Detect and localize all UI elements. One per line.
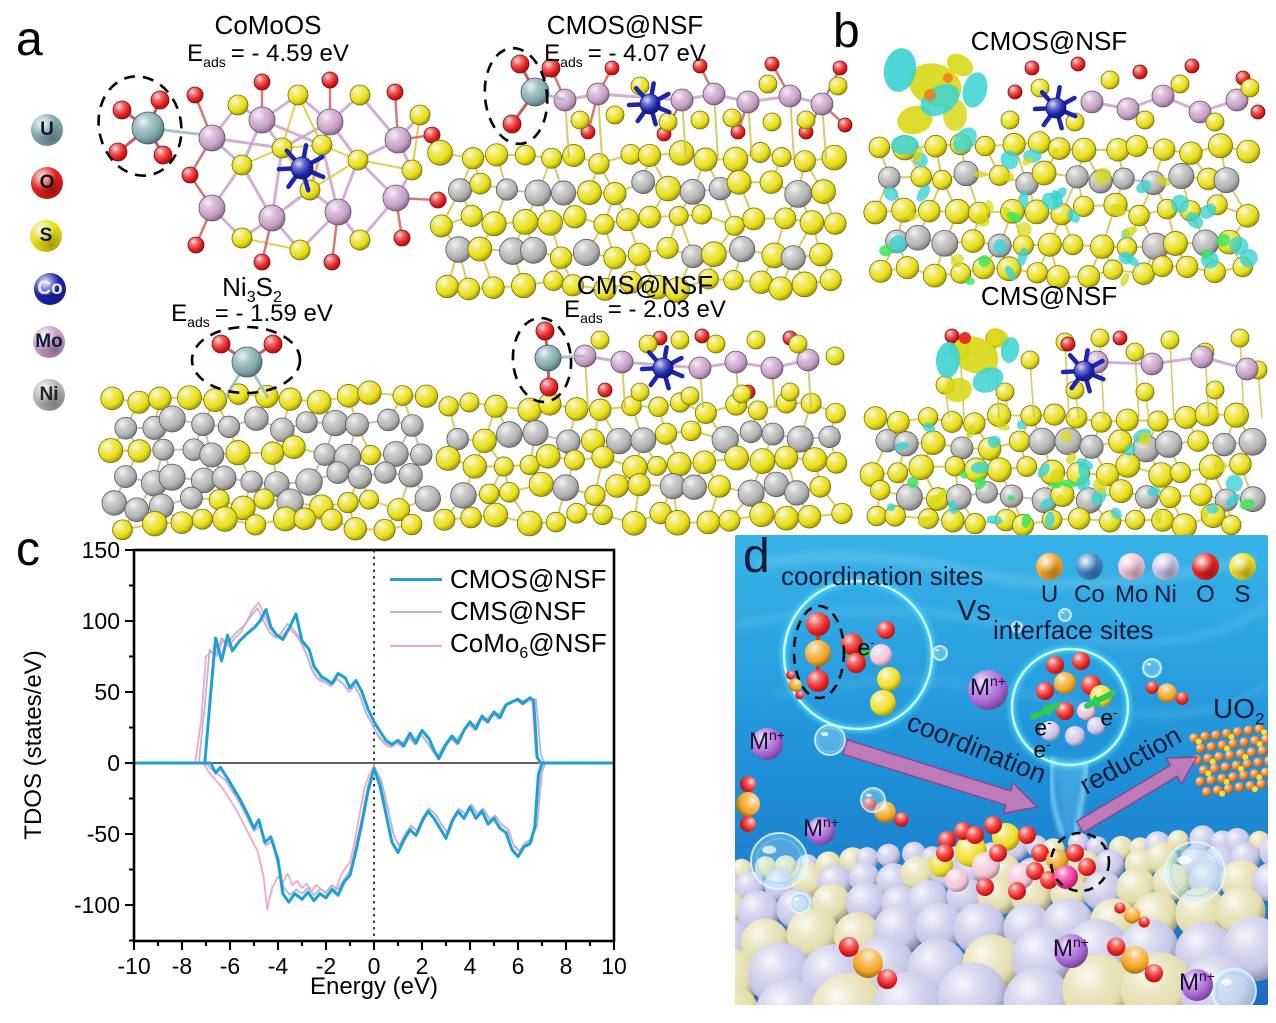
metal-ion-label: Mn+ bbox=[1053, 934, 1089, 963]
coordination-sites-label: coordination sites bbox=[781, 561, 984, 591]
tdos-chart: -10 -8 -6 -4 -2 0 2 4 6 8 10 -100 -50 0 50 100 150 bbox=[74, 537, 627, 979]
y-axis-label: TDOS (states/eV) bbox=[20, 650, 47, 840]
o-sphere-icon bbox=[1192, 553, 1219, 580]
panel-c-label: c bbox=[16, 523, 40, 576]
como6-legend-label: CoMo6@NSF bbox=[450, 628, 607, 663]
comoos-eads: Eads = - 4.59 eV bbox=[187, 40, 349, 70]
svg-text:2: 2 bbox=[416, 953, 429, 979]
cms-legend-line-icon bbox=[390, 610, 442, 613]
svg-text:0: 0 bbox=[368, 953, 381, 979]
svg-text:8: 8 bbox=[560, 953, 573, 979]
interface-sites-label: interface sites bbox=[993, 615, 1154, 645]
cms-nsf-eads: Eads = - 2.03 eV bbox=[564, 296, 726, 326]
u-sphere-icon bbox=[1036, 553, 1063, 580]
mo-sphere-icon bbox=[1118, 553, 1146, 580]
atom-legend-item-S: S bbox=[30, 220, 62, 252]
metal-ion-label: Mn+ bbox=[803, 814, 839, 843]
cmos-legend-line-icon bbox=[390, 578, 442, 581]
b-cms-title: CMS@NSF bbox=[980, 281, 1118, 311]
d-legend-item-Mo: Mo bbox=[1115, 553, 1148, 609]
atom-legend-item-U: U bbox=[31, 114, 63, 146]
svg-text:-6: -6 bbox=[220, 953, 240, 979]
chart-legend-item-como6: CoMo6@NSF bbox=[390, 628, 607, 663]
panel-d-label: d bbox=[743, 535, 770, 583]
svg-text:-50: -50 bbox=[87, 821, 120, 847]
svg-text:-10: -10 bbox=[117, 953, 150, 979]
ni-sphere-icon bbox=[1152, 553, 1179, 580]
electron-label: e- bbox=[1033, 736, 1051, 763]
svg-text:0: 0 bbox=[107, 750, 120, 776]
chart-legend-item-cmos: CMOS@NSF bbox=[390, 564, 606, 595]
panel-d-mechanism: d coordination sites Vs interface sites … bbox=[735, 535, 1268, 1005]
nickel-atom-icon: Ni bbox=[33, 379, 65, 411]
s-sphere-icon bbox=[1229, 553, 1256, 580]
comoos-title: CoMoOS bbox=[214, 10, 322, 40]
b-cmos-title: CMOS@NSF bbox=[970, 26, 1128, 56]
d-legend-item-S: S bbox=[1229, 553, 1256, 609]
svg-text:-2: -2 bbox=[316, 953, 336, 979]
svg-text:150: 150 bbox=[82, 537, 120, 563]
molybdenum-atom-icon: Mo bbox=[33, 326, 65, 358]
uranium-atom-icon: U bbox=[31, 114, 63, 146]
chart-legend-item-cms: CMS@NSF bbox=[390, 596, 586, 627]
uo2-product-label: UO2 bbox=[1213, 693, 1265, 729]
cmos-nsf-eads: Eads = - 4.07 eV bbox=[544, 40, 706, 70]
panel-b-label: b bbox=[833, 5, 860, 58]
mechanism-scene bbox=[735, 535, 1268, 1005]
d-legend-item-O: O bbox=[1192, 553, 1219, 609]
svg-text:-8: -8 bbox=[172, 953, 192, 979]
cobalt-atom-icon: Co bbox=[34, 273, 66, 305]
ni3s2-eads: Eads = - 1.59 eV bbox=[171, 300, 333, 330]
svg-text:50: 50 bbox=[94, 679, 120, 705]
atom-legend-item-Mo: Mo bbox=[33, 326, 65, 358]
svg-text:-4: -4 bbox=[268, 953, 289, 979]
vs-label: Vs bbox=[957, 595, 991, 627]
svg-text:-100: -100 bbox=[74, 892, 120, 918]
metal-ion-label: Mn+ bbox=[749, 727, 785, 756]
electron-label: e- bbox=[857, 634, 875, 661]
svg-text:10: 10 bbox=[601, 953, 627, 979]
sulfur-atom-icon: S bbox=[30, 220, 62, 252]
electron-label: e- bbox=[1100, 704, 1118, 731]
svg-text:4: 4 bbox=[464, 953, 477, 979]
d-legend-item-U: U bbox=[1036, 553, 1063, 609]
metal-ion-label: Mn+ bbox=[970, 673, 1006, 702]
oxygen-atom-icon: O bbox=[31, 167, 63, 199]
como6-legend-line-icon bbox=[390, 644, 442, 647]
d-legend-item-Ni: Ni bbox=[1152, 553, 1179, 609]
svg-text:6: 6 bbox=[512, 953, 525, 979]
cmos-nsf-title: CMOS@NSF bbox=[546, 10, 704, 40]
atom-legend-item-Co: Co bbox=[34, 273, 66, 305]
atom-legend-item-Ni: Ni bbox=[33, 379, 65, 411]
co-sphere-icon bbox=[1075, 553, 1103, 580]
d-legend-item-Co: Co bbox=[1074, 553, 1105, 609]
metal-ion-label: Mn+ bbox=[1179, 968, 1215, 997]
svg-text:100: 100 bbox=[82, 608, 120, 634]
x-axis-label: Energy (eV) bbox=[309, 973, 439, 1000]
atom-legend-item-O: O bbox=[31, 167, 63, 199]
panel-a-label: a bbox=[16, 13, 43, 66]
electron-label: e- bbox=[1034, 714, 1052, 741]
ni3s2-title: Ni3S2 bbox=[222, 272, 282, 307]
